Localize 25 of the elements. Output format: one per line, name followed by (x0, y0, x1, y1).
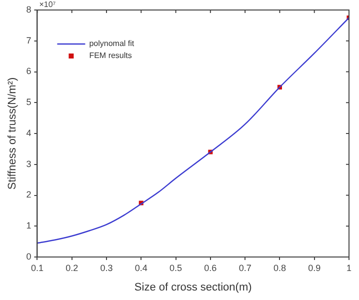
y-axis-title: Stiffness of truss(N/m²) (6, 77, 19, 190)
legend-label: FEM results (89, 51, 132, 60)
x-tick-label: 0.5 (170, 262, 182, 273)
x-tick-label: 1 (346, 262, 352, 273)
y-tick-label: 6 (26, 66, 32, 76)
x-tick-label: 0.1 (30, 262, 44, 273)
legend-label: polynomal fit (89, 39, 135, 48)
y-tick-label: 0 (26, 251, 32, 262)
text: ×10⁷ (39, 0, 56, 10)
y-tick-label: 1 (26, 220, 32, 231)
x-tick-label: 0.2 (66, 262, 78, 273)
x-tick-label: 0.3 (100, 262, 113, 273)
y-tick-label: 5 (26, 97, 32, 108)
x-tick-label: 0.8 (273, 262, 286, 273)
y-tick-label: 2 (26, 190, 32, 200)
y-tick-label: 3 (26, 158, 32, 169)
x-tick-label: 0.7 (238, 262, 252, 273)
x-tick-label: 0.6 (204, 262, 217, 273)
x-axis-title: Size of cross section(m) (134, 281, 252, 294)
x-tick-label: 0.4 (134, 262, 148, 273)
line-series (37, 17, 349, 244)
y-tick-label: 4 (26, 128, 32, 138)
x-tick-label: 0.9 (308, 262, 321, 273)
y-tick-label: 7 (26, 35, 32, 46)
y-tick-label: 8 (26, 4, 32, 14)
